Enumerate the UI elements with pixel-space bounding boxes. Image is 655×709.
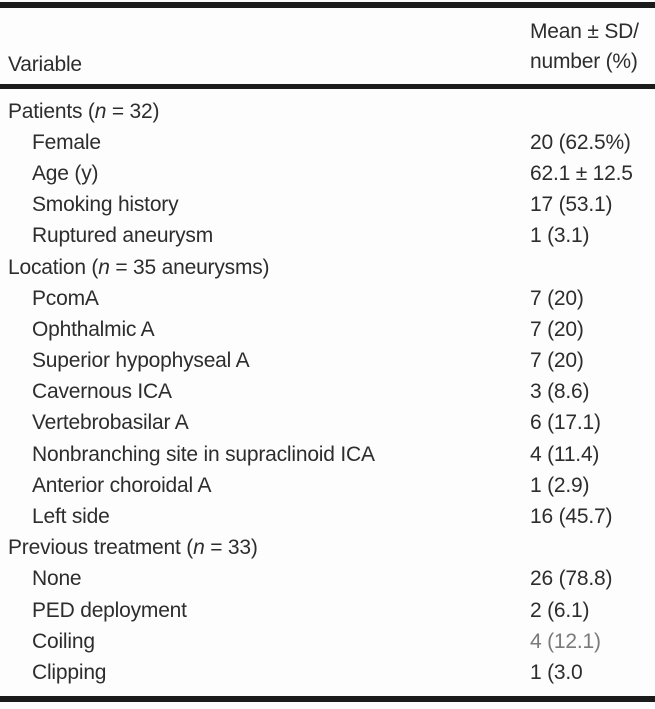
row-label: Ophthalmic A: [32, 317, 155, 341]
table-row-ruptured-aneurysm: Ruptured aneurysm 1 (3.1): [0, 221, 655, 252]
row-value: 4 (12.1): [530, 629, 601, 653]
row-label: Vertebrobasilar A: [32, 411, 189, 435]
table-section-row-location: Location (n = 35 aneurysms): [0, 252, 655, 283]
row-label: None: [32, 567, 82, 591]
row-label: Age (y): [32, 161, 99, 185]
row-label: Left side: [32, 505, 110, 529]
table-header: Variable Mean ± SD/ number (%): [0, 8, 655, 84]
row-value: 7 (20): [530, 349, 584, 373]
row-label: Smoking history: [32, 193, 179, 217]
italic-n: n: [98, 255, 110, 279]
table-row-age: Age (y) 62.1 ± 12.5: [0, 158, 655, 189]
table-row-anterior-choroidal-a: Anterior choroidal A 1 (2.9): [0, 470, 655, 501]
table-row-none: None 26 (78.8): [0, 564, 655, 595]
table-row-female: Female 20 (62.5%): [0, 127, 655, 158]
row-label: Coiling: [32, 629, 95, 653]
table-row-vertebrobasilar-a: Vertebrobasilar A 6 (17.1): [0, 408, 655, 439]
row-label: Ruptured aneurysm: [32, 224, 214, 248]
column-header-value-line2: number (%): [530, 50, 638, 73]
table-body: Patients (n = 32) Female 20 (62.5%) Age …: [0, 89, 655, 689]
row-value: 62.1 ± 12.5: [530, 161, 633, 185]
section-label: Location (n = 35 aneurysms): [8, 255, 270, 280]
row-value: 1 (3.1): [530, 224, 590, 248]
column-header-variable: Variable: [8, 53, 82, 76]
table-top-rule: [0, 2, 655, 8]
row-value: 7 (20): [530, 286, 584, 310]
row-value: 1 (2.9): [530, 473, 590, 497]
row-label: Anterior choroidal A: [32, 473, 212, 497]
row-label: PED deployment: [32, 598, 187, 622]
table-header-rule: [0, 84, 655, 89]
row-value: 26 (78.8): [530, 567, 613, 591]
table-row-smoking-history: Smoking history 17 (53.1): [0, 190, 655, 221]
section-label-post: = 32): [106, 99, 160, 123]
section-label: Previous treatment (n = 33): [8, 536, 258, 560]
table-row-nonbranching-site: Nonbranching site in supraclinoid ICA 4 …: [0, 439, 655, 470]
row-label: Cavernous ICA: [32, 380, 172, 404]
table-row-clipping: Clipping 1 (3.0: [0, 657, 655, 688]
table-section-row-patients: Patients (n = 32): [0, 96, 655, 127]
table-row-coiling: Coiling 4 (12.1): [0, 626, 655, 657]
italic-n: n: [193, 536, 205, 560]
section-label-pre: Patients (: [8, 99, 95, 123]
table-row-pcoma: PcomA 7 (20): [0, 283, 655, 314]
row-value: 4 (11.4): [530, 442, 600, 466]
section-label-post: = 35 aneurysms): [109, 255, 270, 279]
table-row-cavernous-ica: Cavernous ICA 3 (8.6): [0, 377, 655, 408]
row-value: 17 (53.1): [530, 193, 613, 217]
column-header-value: Mean ± SD/ number (%): [530, 17, 639, 77]
row-value: 1 (3.0: [530, 660, 583, 684]
row-label: Female: [32, 130, 101, 154]
section-label-pre: Previous treatment (: [8, 536, 194, 560]
column-header-value-line1: Mean ± SD/: [530, 20, 639, 43]
table-row-superior-hypophyseal-a: Superior hypophyseal A 7 (20): [0, 346, 655, 377]
row-value: 7 (20): [530, 317, 584, 341]
table-row-ophthalmic-a: Ophthalmic A 7 (20): [0, 314, 655, 345]
row-value: 3 (8.6): [530, 380, 590, 404]
table-section-row-previous-treatment: Previous treatment (n = 33): [0, 533, 655, 564]
section-label-post: = 33): [204, 536, 258, 560]
row-value: 2 (6.1): [530, 598, 590, 622]
table-row-left-side: Left side 16 (45.7): [0, 501, 655, 532]
row-value: 16 (45.7): [530, 505, 613, 529]
table-row-ped-deployment: PED deployment 2 (6.1): [0, 595, 655, 626]
section-label-pre: Location (: [8, 255, 99, 279]
row-value: 20 (62.5%): [530, 130, 631, 154]
row-label: PcomA: [32, 286, 99, 310]
italic-n: n: [94, 99, 107, 123]
row-value: 6 (17.1): [530, 411, 601, 435]
section-label: Patients (n = 32): [8, 100, 159, 124]
row-label: Nonbranching site in supraclinoid ICA: [32, 442, 375, 466]
row-label: Clipping: [32, 660, 107, 684]
row-label: Superior hypophyseal A: [32, 349, 250, 373]
table-bottom-rule: [0, 696, 655, 702]
